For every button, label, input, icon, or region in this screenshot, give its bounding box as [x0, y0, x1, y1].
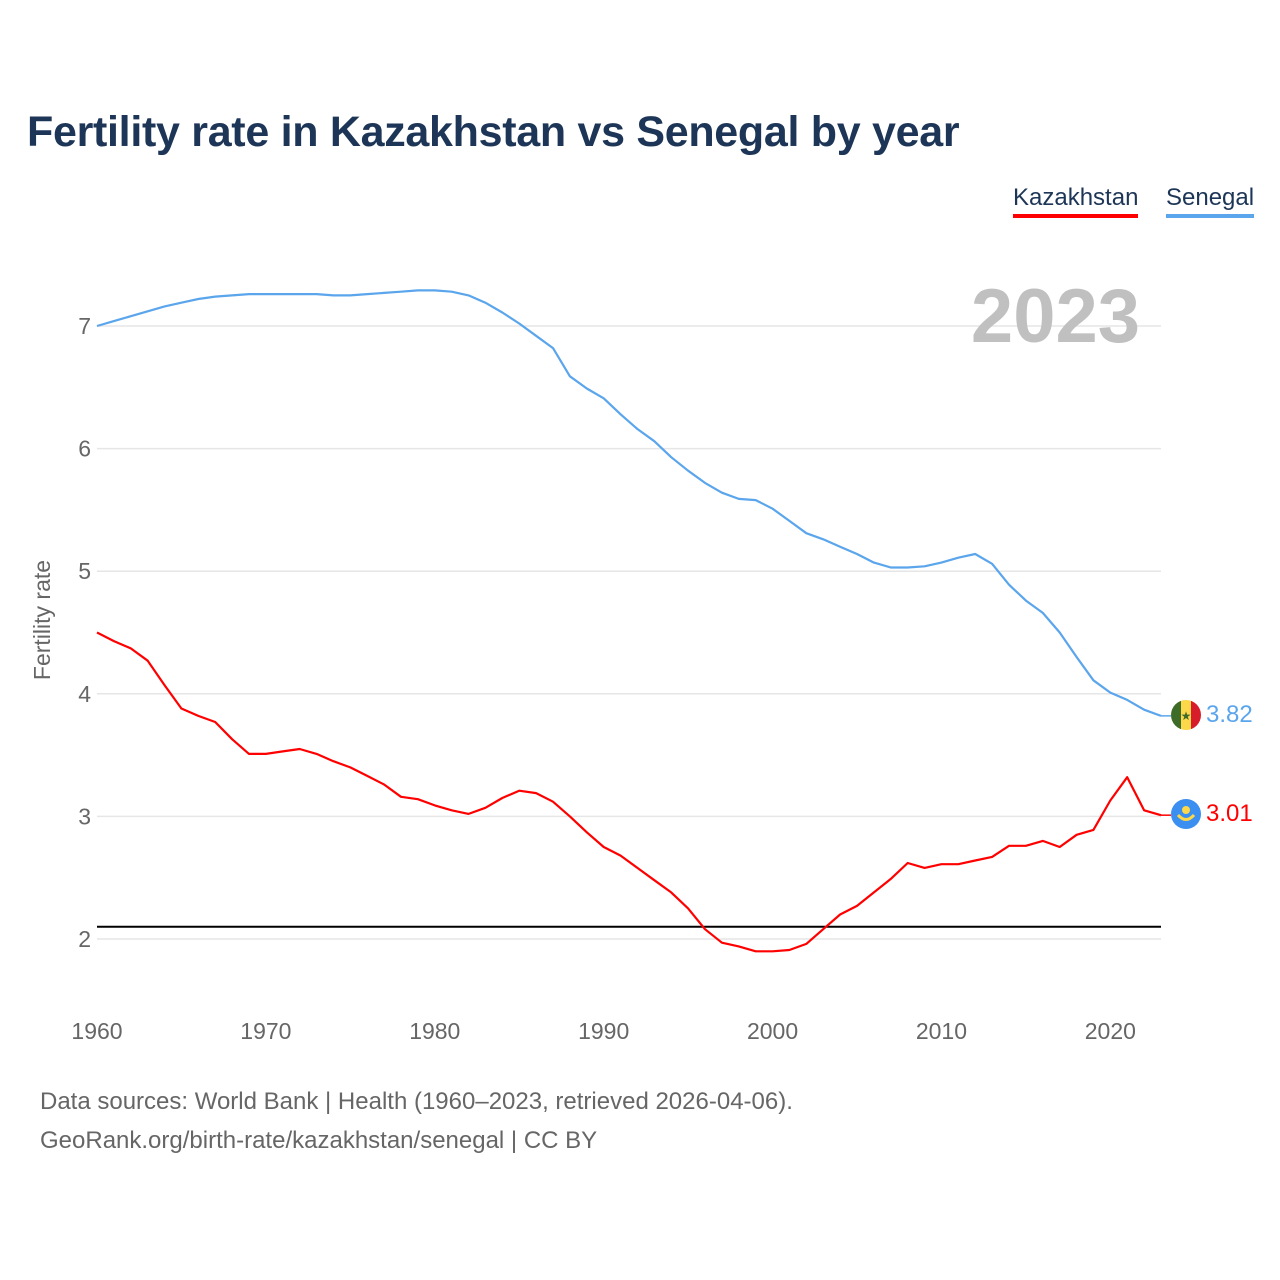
svg-text:★: ★: [1181, 709, 1192, 723]
x-tick-label: 2000: [747, 1018, 798, 1044]
series-line-kazakhstan: [96, 631, 1162, 953]
senegal-flag-icon: ★: [1171, 700, 1201, 730]
series-line-senegal: [96, 289, 1162, 717]
senegal-end-value: 3.82: [1206, 701, 1253, 728]
x-tick-label: 1980: [409, 1018, 460, 1044]
footer-sources: Data sources: World Bank | Health (1960–…: [40, 1088, 793, 1115]
kazakhstan-flag-icon: [1171, 799, 1201, 829]
y-tick-label: 7: [78, 313, 91, 339]
y-tick-label: 2: [78, 926, 91, 952]
legend-item-kazakhstan[interactable]: Kazakhstan: [1013, 184, 1139, 218]
y-tick-label: 4: [78, 681, 91, 707]
legend-item-senegal[interactable]: Senegal: [1166, 184, 1255, 218]
y-axis-label: Fertility rate: [29, 560, 55, 680]
x-tick-label: 2020: [1085, 1018, 1136, 1044]
chart-title: Fertility rate in Kazakhstan vs Senegal …: [27, 108, 960, 156]
y-tick-label: 3: [78, 803, 91, 829]
footer-link[interactable]: GeoRank.org/birth-rate/kazakhstan/senega…: [40, 1127, 598, 1154]
x-tick-label: 1970: [240, 1018, 291, 1044]
x-tick-label: 1990: [578, 1018, 629, 1044]
x-tick-label: 2010: [916, 1018, 967, 1044]
y-tick-label: 5: [78, 558, 91, 584]
kazakhstan-end-value: 3.01: [1206, 800, 1253, 827]
x-tick-label: 1960: [71, 1018, 122, 1044]
y-tick-label: 6: [78, 436, 91, 462]
year-watermark: 2023: [971, 274, 1140, 359]
